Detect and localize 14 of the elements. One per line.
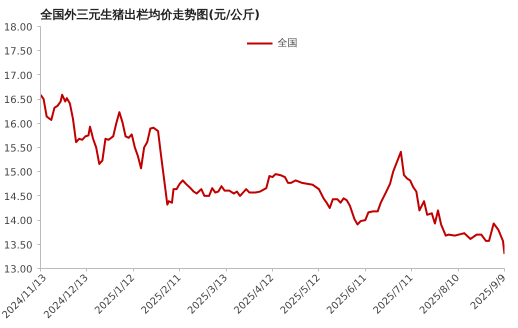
chart-title: 全国外三元生猪出栏均价走势图(元/公斤) — [40, 8, 260, 22]
y-tick-label: 13.00 — [4, 264, 33, 276]
y-tick-label: 17.50 — [4, 46, 33, 58]
y-tick-label: 14.50 — [4, 192, 33, 203]
y-tick-label: 15.00 — [4, 168, 33, 179]
y-tick-label: 14.00 — [4, 216, 33, 228]
y-tick-label: 15.50 — [4, 144, 33, 154]
y-tick-label: 16.00 — [4, 119, 33, 130]
y-tick-label: 17.00 — [4, 70, 33, 82]
y-tick-label: 18.00 — [4, 22, 33, 34]
y-tick-label: 13.50 — [4, 240, 33, 252]
line-series — [40, 94, 504, 255]
legend-label: 全国 — [278, 37, 298, 50]
y-tick-label: 16.50 — [4, 95, 33, 106]
